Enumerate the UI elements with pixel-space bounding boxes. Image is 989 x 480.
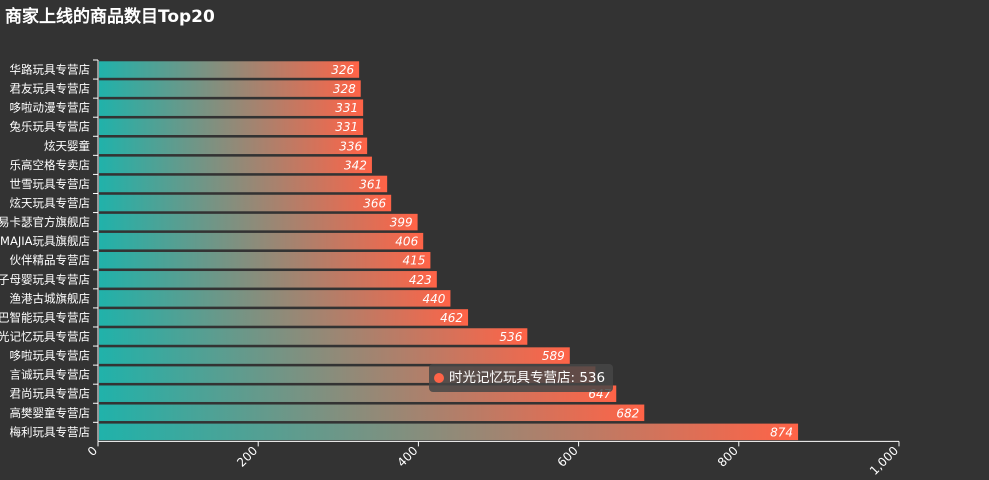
- bar-value-label: 440: [423, 292, 446, 306]
- bar-value-label: 336: [339, 139, 362, 153]
- category-label: 世雪玩具专营店: [10, 177, 91, 191]
- category-label: 炫天婴童: [44, 139, 90, 153]
- bar[interactable]: [99, 423, 799, 441]
- bar[interactable]: [99, 61, 360, 78]
- category-label: 华路玩具专营店: [10, 63, 91, 77]
- category-label: 言诚玩具专营店: [10, 368, 91, 382]
- category-label: 哆啦玩具专营店: [10, 349, 91, 363]
- x-tick-label: 1,000: [867, 444, 901, 478]
- chart-title: 商家上线的商品数目Top20: [5, 7, 215, 27]
- category-label: 渔港古城旗舰店: [10, 291, 91, 305]
- bar-value-label: 423: [409, 273, 432, 287]
- category-label: 高樊婴童专营店: [10, 406, 91, 420]
- bar[interactable]: [99, 80, 361, 97]
- bar-value-label: 874: [770, 425, 793, 439]
- bar-value-label: 415: [403, 254, 426, 268]
- category-label: 贝易卡瑟官方旗舰店: [0, 215, 90, 229]
- bar-value-label: 399: [390, 216, 413, 230]
- category-label: 兔乐玩具专营店: [10, 120, 91, 134]
- bar[interactable]: [99, 404, 645, 422]
- category-label: 伙伴精品专营店: [10, 253, 91, 267]
- tooltip-marker-icon: [434, 373, 444, 383]
- bar[interactable]: [99, 251, 431, 269]
- bar-value-label: 682: [616, 406, 639, 420]
- chart-tooltip: 时光记忆玩具专营店: 536: [429, 364, 614, 392]
- bar-value-label: 462: [440, 311, 463, 325]
- category-label: MAJIA玩具旗舰店: [0, 234, 90, 248]
- bar-value-label: 536: [499, 330, 522, 344]
- category-label: 孩子母婴玩具专营店: [0, 272, 90, 286]
- bar-value-label: 406: [395, 235, 418, 249]
- category-label: 时光记忆玩具专营店: [0, 330, 90, 344]
- category-label: 乐高空格专卖店: [10, 158, 91, 172]
- category-label: 哆啦动漫专营店: [10, 101, 91, 115]
- bar-value-label: 331: [335, 101, 358, 115]
- x-tick-label: 800: [715, 444, 741, 470]
- bar-value-label: 328: [333, 82, 356, 96]
- bar[interactable]: [99, 271, 437, 288]
- category-label: 君尚玩具专营店: [10, 387, 91, 401]
- bar[interactable]: [99, 194, 392, 212]
- tooltip-text: 时光记忆玩具专营店: 536: [449, 370, 606, 386]
- category-label: 君友玩具专营店: [10, 82, 91, 96]
- bar-value-label: 366: [363, 197, 386, 211]
- bar[interactable]: [99, 232, 424, 250]
- bar[interactable]: [99, 99, 364, 116]
- bar-value-label: 589: [542, 349, 565, 363]
- bar[interactable]: [99, 309, 469, 326]
- bar[interactable]: [99, 137, 368, 155]
- bar[interactable]: [99, 290, 451, 307]
- bar[interactable]: [99, 328, 528, 345]
- category-label: 巴巴智能玩具专营店: [0, 310, 90, 324]
- bar[interactable]: [99, 175, 388, 193]
- bar[interactable]: [99, 213, 418, 231]
- x-tick-label: 600: [555, 444, 581, 470]
- bar-value-label: 361: [359, 177, 382, 191]
- category-label: 梅利玩具专营店: [10, 425, 91, 439]
- x-tick-label: 200: [234, 444, 260, 470]
- bar[interactable]: [99, 156, 372, 174]
- category-label: 炫天玩具专营店: [10, 196, 91, 210]
- bar[interactable]: [99, 347, 570, 364]
- bar-value-label: 331: [335, 120, 358, 134]
- x-tick-label: 400: [394, 444, 420, 470]
- bar-value-label: 342: [344, 158, 367, 172]
- bar-value-label: 326: [331, 63, 354, 77]
- bar[interactable]: [99, 118, 364, 135]
- bars-layer: 326 328 331 331 336 342 361 366 399 406 415 423 440 4…: [99, 61, 799, 441]
